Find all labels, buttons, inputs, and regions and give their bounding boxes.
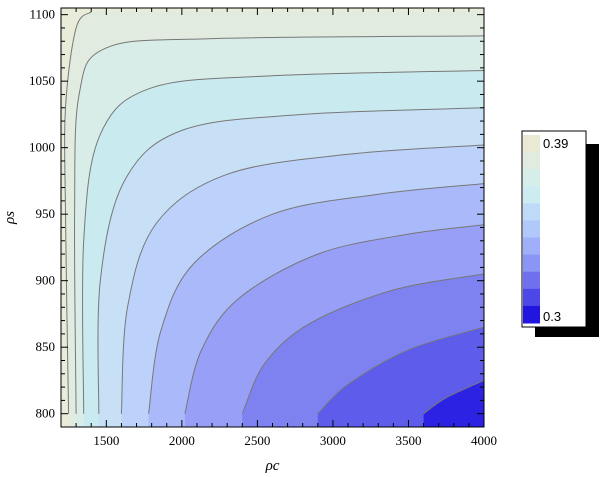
legend: 0.39 0.3 (521, 130, 599, 337)
y-tick-label: 1000 (29, 140, 55, 155)
legend-swatch (523, 169, 540, 187)
legend-max-label: 0.39 (543, 136, 568, 151)
legend-min-label: 0.3 (543, 309, 561, 324)
legend-swatches (523, 135, 540, 324)
x-axis-label: ρc (265, 458, 280, 474)
contour-line (81, 70, 484, 414)
legend-swatch (523, 203, 540, 221)
y-tick-label: 800 (36, 406, 56, 421)
x-axis: 1500 2000 2500 3000 3500 4000 (60, 8, 497, 448)
legend-swatch (523, 135, 540, 153)
contour-line (64, 11, 92, 414)
x-tick-label: 1500 (93, 433, 119, 448)
y-tick-label: 950 (36, 206, 56, 221)
y-axis: 800 850 900 950 1000 1050 1100 (29, 7, 484, 428)
legend-swatch (523, 271, 540, 290)
contour-band (423, 380, 484, 427)
legend-swatch (523, 305, 540, 324)
contour-line (241, 273, 484, 414)
x-tick-label: 3500 (395, 433, 421, 448)
contour-line (74, 35, 484, 414)
contour-line (184, 224, 484, 414)
x-tick-label: 4000 (471, 433, 497, 448)
plot-area (61, 8, 484, 427)
x-tick-label: 3000 (320, 433, 346, 448)
contour-line (423, 379, 484, 415)
x-tick-label: 2500 (244, 433, 270, 448)
contour-line (120, 144, 484, 414)
legend-swatch (523, 220, 540, 239)
contour-line (317, 326, 484, 415)
legend-swatch (523, 254, 540, 273)
legend-swatch (523, 288, 540, 307)
contour-line (148, 183, 484, 414)
x-tick-label: 2000 (169, 433, 195, 448)
legend-swatch (523, 237, 540, 256)
y-tick-label: 900 (36, 273, 56, 288)
y-axis-label: ρs (2, 211, 18, 225)
legend-swatch (523, 152, 540, 170)
y-tick-label: 850 (36, 339, 56, 354)
contour-line (97, 107, 484, 414)
y-tick-label: 1050 (29, 73, 55, 88)
y-tick-label: 1100 (29, 7, 55, 22)
legend-swatch (523, 186, 540, 204)
